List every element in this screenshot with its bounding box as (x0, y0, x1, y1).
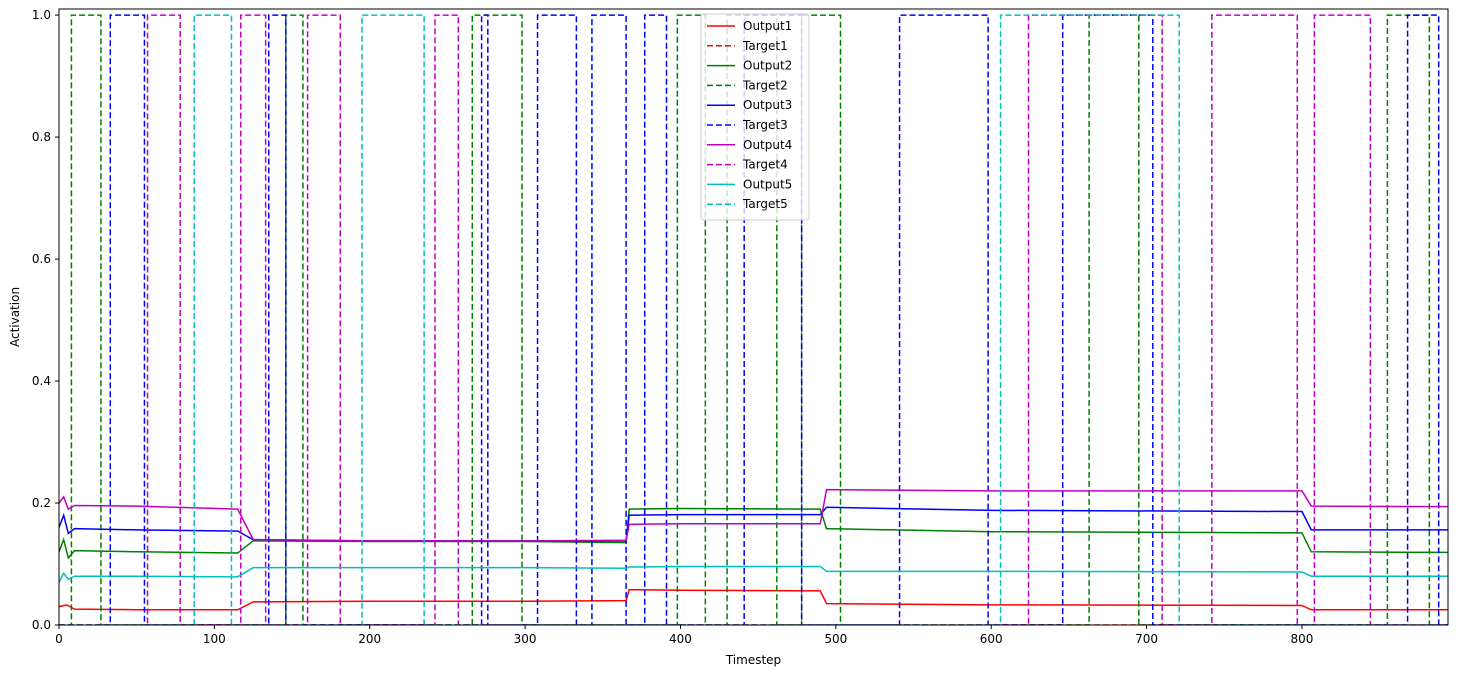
y-axis-label: Activation (8, 287, 22, 347)
series-line-target5 (59, 14, 1448, 625)
legend-label: Output2 (743, 59, 792, 73)
series-line-output5 (59, 565, 1448, 583)
series-line-output4 (59, 488, 1448, 542)
legend-label: Target1 (742, 39, 788, 53)
x-tick-label: 200 (358, 632, 381, 646)
legend-label: Target4 (742, 158, 788, 172)
legend: Output1 Target1 Output2 Target2 Output3 Targe… (700, 13, 810, 221)
series-line-target4 (59, 14, 1448, 625)
series-line-output2 (59, 507, 1448, 560)
y-tick-label: 0.6 (32, 252, 51, 266)
y-tick-label: 0.8 (32, 130, 51, 144)
x-tick-label: 400 (669, 632, 692, 646)
legend-label: Output4 (743, 138, 792, 152)
x-axis: 0 100 200 300 400 500 600 700 800 (55, 625, 1313, 646)
plot-frame (58, 8, 1449, 626)
legend-label: Target5 (742, 197, 788, 211)
y-tick-label: 1.0 (32, 8, 51, 22)
legend-label: Target2 (742, 78, 788, 92)
y-tick-label: 0.4 (32, 374, 51, 388)
x-tick-label: 500 (824, 632, 847, 646)
series-line-output1 (59, 588, 1448, 611)
y-tick-label: 0.0 (32, 618, 51, 632)
legend-label: Output1 (743, 19, 792, 33)
x-tick-label: 100 (203, 632, 226, 646)
y-tick-label: 0.2 (32, 496, 51, 510)
series-layer (59, 14, 1448, 625)
x-tick-label: 300 (514, 632, 537, 646)
x-axis-label: Timestep (725, 653, 781, 667)
legend-label: Output3 (743, 98, 792, 112)
legend-label: Target3 (742, 118, 788, 132)
legend-label: Output5 (743, 177, 792, 191)
x-tick-label: 600 (980, 632, 1003, 646)
x-tick-label: 700 (1135, 632, 1158, 646)
y-axis: 0.0 0.2 0.4 0.6 0.8 1.0 (32, 8, 59, 632)
x-tick-label: 800 (1290, 632, 1313, 646)
x-tick-label: 0 (55, 632, 63, 646)
